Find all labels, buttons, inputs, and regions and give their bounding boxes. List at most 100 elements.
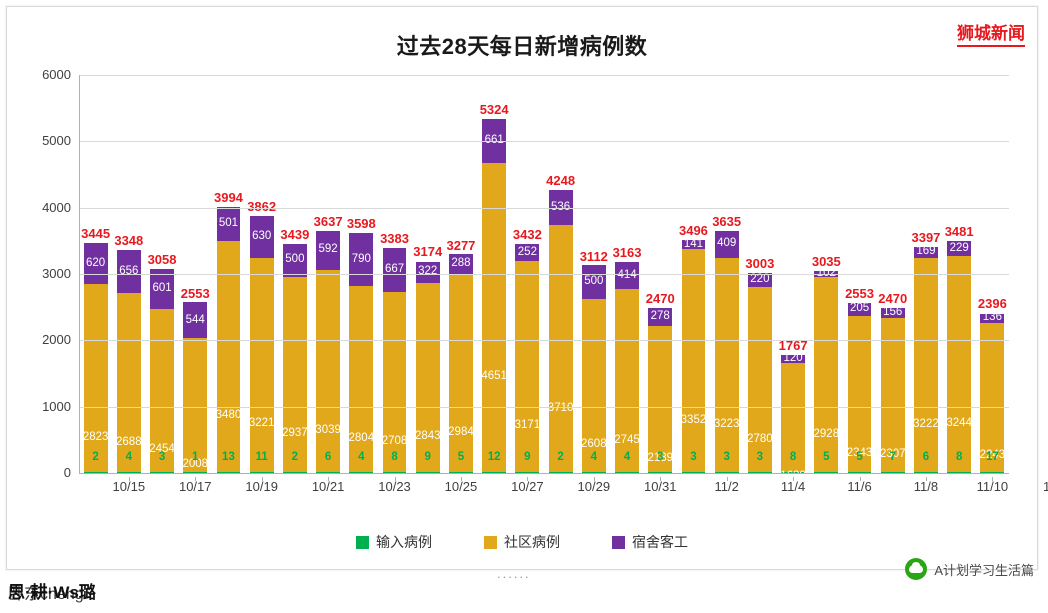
legend-swatch-community [484, 535, 497, 549]
footer-overlay-colored: 卧东cheng [8, 580, 84, 604]
x-axis-tickmark [460, 477, 462, 481]
bar-column[interactable] [282, 75, 307, 473]
x-axis-tickmark [660, 477, 662, 481]
bar-segment-dormitory [515, 244, 540, 262]
bar-column[interactable] [482, 75, 507, 473]
brand-badge: 狮城新闻 [957, 19, 1025, 47]
bar-column[interactable] [880, 75, 905, 473]
bar-column[interactable] [648, 75, 673, 473]
x-axis-tickmark [925, 477, 927, 481]
bar-column[interactable] [548, 75, 573, 473]
bar-segment-dormitory [980, 313, 1005, 323]
bar-segment-community [980, 322, 1005, 472]
chart-legend: 输入病例 社区病例 宿舍客工 [7, 529, 1037, 555]
x-axis-tick-label: 10/15 [112, 479, 146, 494]
x-axis-tickmark [328, 477, 330, 481]
gridline [79, 75, 1009, 76]
bar-segment-community [581, 298, 606, 472]
bar-segment-dormitory [747, 272, 772, 288]
legend-item-community: 社区病例 [484, 532, 560, 552]
bar-column[interactable] [316, 75, 341, 473]
bar-segment-community [449, 273, 473, 472]
bar-segment-community [947, 256, 972, 472]
bar-segment-dormitory [648, 307, 673, 327]
bar-segment-imported [781, 471, 806, 473]
bar-segment-imported [814, 471, 839, 473]
bar-column[interactable] [415, 75, 440, 473]
bar-column[interactable] [83, 75, 108, 473]
footer-overlay-green: cheng [40, 586, 84, 603]
legend-label-community: 社区病例 [504, 534, 560, 550]
bar-segment-imported [449, 471, 473, 473]
bar-column[interactable] [714, 75, 739, 473]
bar-segment-dormitory [382, 247, 407, 292]
bar-segment-dormitory [615, 261, 639, 290]
bar-segment-dormitory [482, 119, 507, 163]
bar-segment-imported [581, 471, 606, 473]
bar-segment-dormitory [349, 233, 374, 286]
x-axis-tickmark [793, 477, 795, 481]
bar-segment-imported [648, 471, 673, 473]
x-axis-tickmark [261, 477, 263, 481]
y-axis-tick-label: 6000 [42, 67, 71, 82]
x-axis-line [79, 473, 1009, 474]
x-axis-tick-label: 10/17 [178, 479, 212, 494]
bar-column[interactable] [681, 75, 706, 473]
bar-column[interactable] [615, 75, 639, 473]
x-axis-tick-label: 11/12 [1043, 479, 1048, 494]
bar-column[interactable] [747, 75, 772, 473]
x-axis-tickmark [527, 477, 529, 481]
bar-segment-imported [980, 471, 1005, 473]
bar-segment-imported [216, 471, 241, 473]
bar-column[interactable] [216, 75, 241, 473]
bar-column[interactable] [515, 75, 540, 473]
bar-segment-imported [947, 471, 972, 473]
bar-column[interactable] [814, 75, 839, 473]
bar-segment-imported [150, 471, 174, 473]
bar-column[interactable] [382, 75, 407, 473]
bar-segment-community [814, 277, 839, 472]
x-axis-tickmark [992, 477, 994, 481]
bar-column[interactable] [116, 75, 141, 473]
bar-column[interactable] [914, 75, 938, 473]
bar-segment-community [216, 240, 241, 472]
bar-segment-community [183, 338, 208, 472]
bar-segment-imported [116, 471, 141, 473]
bar-segment-dormitory [781, 354, 806, 363]
bar-column[interactable] [581, 75, 606, 473]
bar-segment-imported [515, 471, 540, 473]
gridline [79, 340, 1009, 342]
bar-column[interactable] [183, 75, 208, 473]
bar-column[interactable] [249, 75, 274, 473]
bar-segment-dormitory [316, 230, 341, 270]
bar-segment-dormitory [150, 268, 174, 309]
bar-segment-imported [83, 471, 108, 473]
bar-segment-imported [615, 471, 639, 473]
bar-segment-dormitory [83, 243, 108, 285]
bar-column[interactable] [947, 75, 972, 473]
x-axis-tickmark [128, 477, 130, 481]
bar-column[interactable] [847, 75, 872, 473]
x-axis-tickmark [859, 477, 861, 481]
bar-segment-dormitory [880, 308, 905, 319]
bar-column[interactable] [150, 75, 174, 473]
bar-segment-imported [316, 471, 341, 473]
bar-segment-community [116, 293, 141, 472]
bar-segment-dormitory [216, 207, 241, 241]
bar-column[interactable] [349, 75, 374, 473]
bar-segment-imported [183, 471, 208, 473]
bar-column[interactable] [449, 75, 473, 473]
chart-card: 过去28天每日新增病例数 狮城新闻 3445 620 2823 2 3348 656 268… [6, 6, 1048, 570]
y-axis-tick-label: 3000 [42, 266, 71, 281]
bar-segment-dormitory [914, 246, 938, 258]
bar-segment-dormitory [947, 241, 972, 257]
bar-segment-community [349, 285, 374, 472]
bar-column[interactable] [980, 75, 1005, 473]
bar-column[interactable] [781, 75, 806, 473]
bar-segment-dormitory [681, 239, 706, 250]
bar-segment-dormitory [415, 261, 440, 283]
bar-segment-community [681, 249, 706, 472]
bar-segment-imported [847, 471, 872, 473]
gridline [79, 141, 1009, 143]
